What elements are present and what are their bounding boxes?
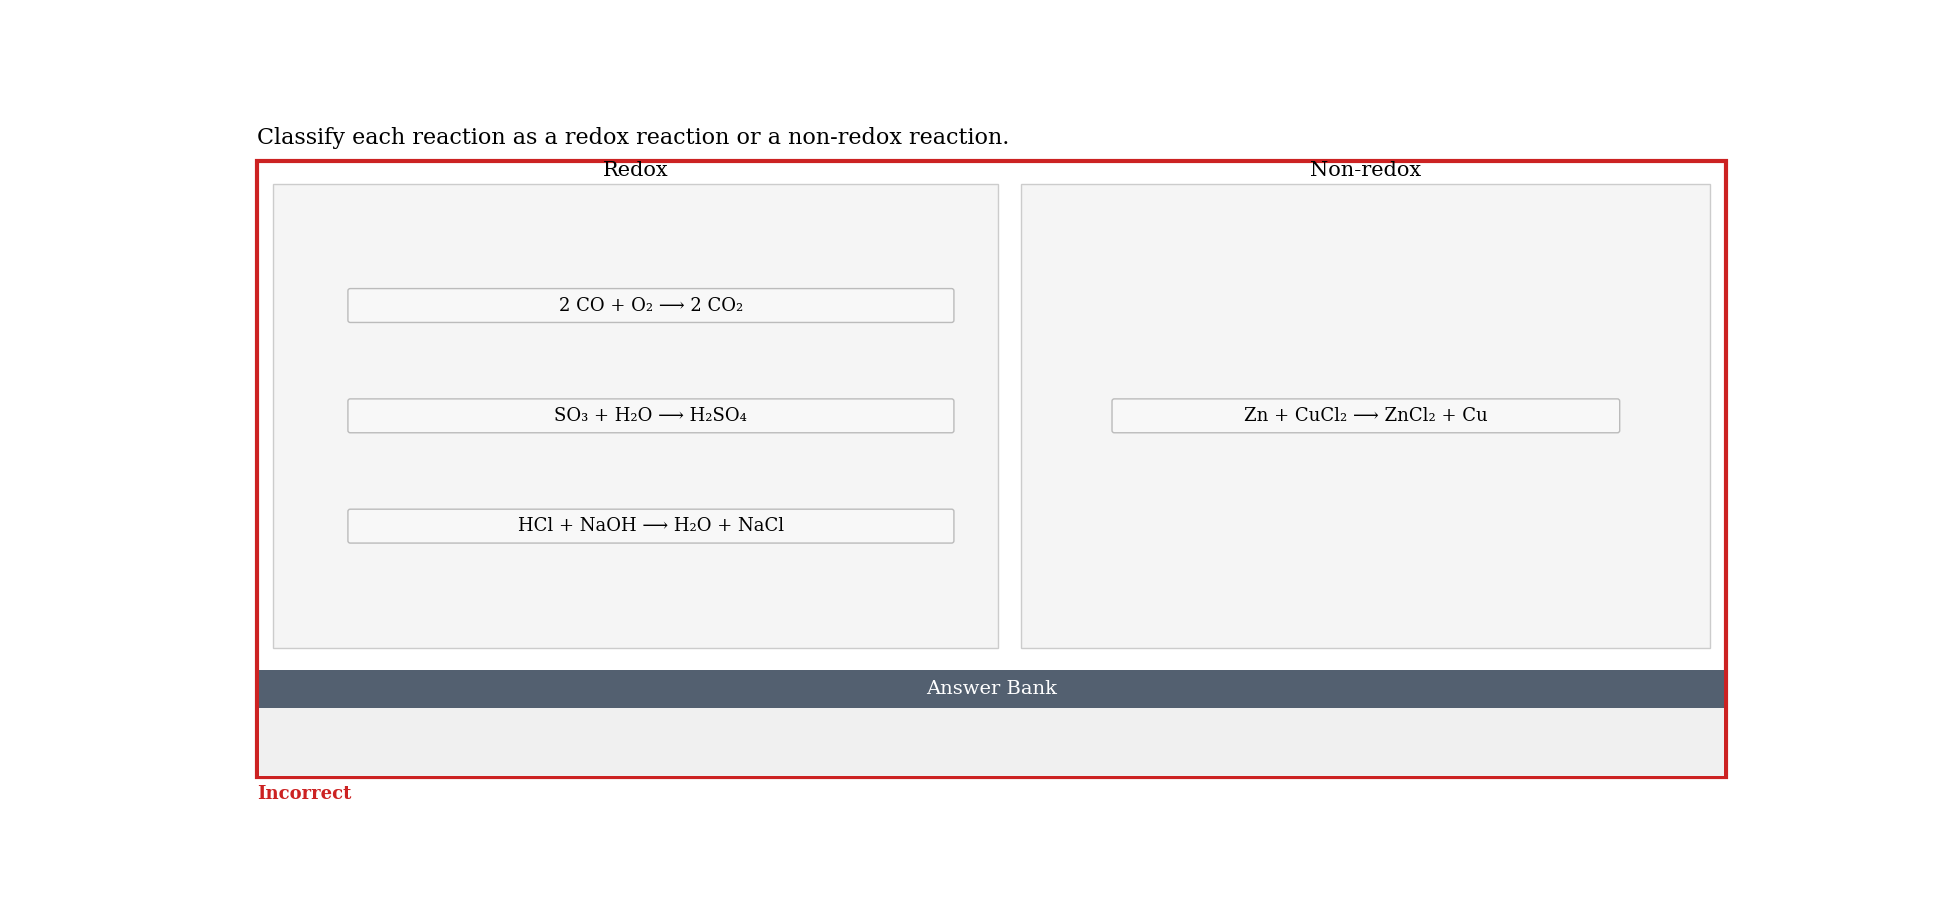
Text: HCl + NaOH ⟶ H₂O + NaCl: HCl + NaOH ⟶ H₂O + NaCl <box>518 517 783 535</box>
FancyBboxPatch shape <box>1021 183 1710 648</box>
Text: Redox: Redox <box>603 161 669 181</box>
Text: Non-redox: Non-redox <box>1311 161 1421 181</box>
Text: 2 CO + O₂ ⟶ 2 CO₂: 2 CO + O₂ ⟶ 2 CO₂ <box>559 297 743 315</box>
FancyBboxPatch shape <box>273 183 998 648</box>
FancyBboxPatch shape <box>257 161 1725 777</box>
FancyBboxPatch shape <box>348 509 953 543</box>
Text: Zn + CuCl₂ ⟶ ZnCl₂ + Cu: Zn + CuCl₂ ⟶ ZnCl₂ + Cu <box>1244 407 1487 425</box>
Text: Incorrect: Incorrect <box>257 785 352 803</box>
Text: Answer Bank: Answer Bank <box>926 680 1058 698</box>
FancyBboxPatch shape <box>348 288 953 322</box>
Text: Classify each reaction as a redox reaction or a non-redox reaction.: Classify each reaction as a redox reacti… <box>257 127 1010 148</box>
FancyBboxPatch shape <box>259 670 1725 708</box>
Text: SO₃ + H₂O ⟶ H₂SO₄: SO₃ + H₂O ⟶ H₂SO₄ <box>555 407 747 425</box>
FancyBboxPatch shape <box>348 399 953 433</box>
FancyBboxPatch shape <box>259 708 1725 775</box>
FancyBboxPatch shape <box>1112 399 1619 433</box>
